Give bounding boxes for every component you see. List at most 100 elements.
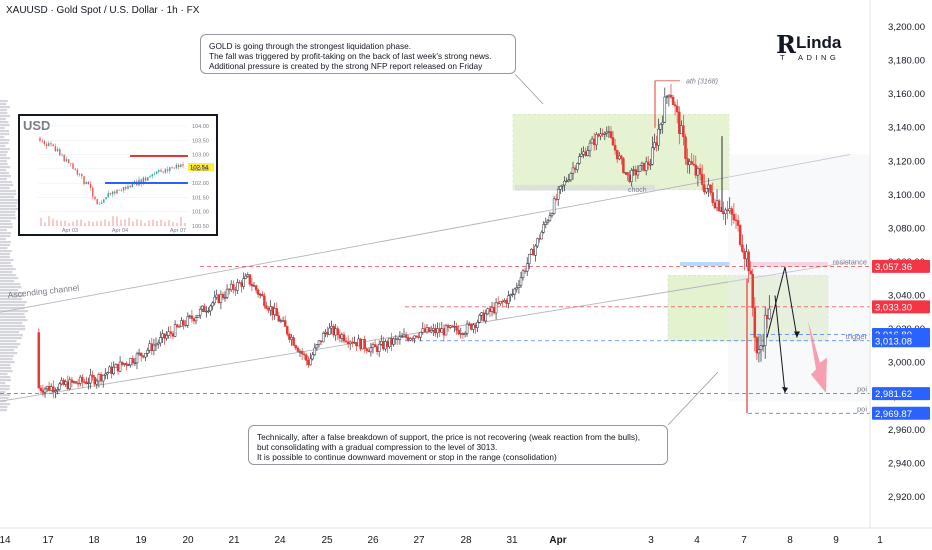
candle-body [300, 351, 304, 355]
candle-body [538, 238, 541, 240]
inset-volume-bar [116, 216, 118, 226]
arrow-head-2 [782, 386, 788, 393]
candle-body [413, 335, 416, 339]
inset-y-tick: 104.00 [192, 124, 209, 130]
choch-label: choch [628, 187, 647, 194]
candle-body [747, 251, 750, 272]
candle-body [384, 341, 387, 350]
candle-body [54, 390, 57, 392]
candle-body [615, 150, 619, 160]
candle-body [571, 167, 575, 174]
candle-body [453, 326, 456, 328]
volume-profile-bar [0, 361, 15, 364]
volume-profile-bar [0, 193, 17, 196]
candle-body [116, 363, 120, 372]
volume-profile-bar [0, 175, 11, 178]
candle-body [377, 343, 381, 352]
inset-candle-body [175, 165, 178, 169]
x-tick-label: 21 [228, 535, 240, 546]
inset-candle-body [122, 187, 125, 191]
consolidation-zone [667, 275, 829, 342]
candle-body [93, 376, 96, 385]
volume-profile-bar [0, 244, 10, 247]
price-label-bg [872, 259, 930, 273]
inset-candle-body [103, 199, 105, 203]
volume-profile-bar [0, 280, 15, 283]
candle-body [630, 169, 633, 182]
candle-body [68, 379, 72, 390]
volume-profile-bar [0, 367, 12, 370]
candle-body [60, 379, 63, 385]
inset-volume-bar [52, 218, 54, 226]
candle-body [394, 338, 398, 340]
x-tick-label: 9 [833, 535, 839, 546]
candle-body [482, 312, 485, 322]
inset-volume-bar [184, 223, 186, 226]
inset-candle-body [155, 171, 158, 174]
price-label-bg [872, 334, 930, 348]
candle-body [573, 167, 577, 170]
candle-body [517, 284, 521, 288]
volume-profile-bar [0, 319, 28, 322]
candle-body [404, 334, 408, 338]
candle-body [106, 372, 109, 375]
zones [512, 113, 829, 342]
candle-body [651, 147, 654, 165]
candle-body [317, 340, 321, 345]
candle-body [503, 300, 506, 303]
volume-profile-bar [0, 409, 8, 412]
candle-body [640, 162, 644, 166]
inset-candle-body [52, 144, 54, 147]
y-tick-label: 3,100.00 [888, 190, 925, 201]
candle-body [603, 132, 607, 135]
candle-body [328, 327, 331, 335]
inset-candle-body [111, 191, 114, 195]
candle-body [657, 128, 660, 146]
inset-candle-body [70, 163, 72, 164]
candle-body [127, 364, 130, 366]
candle-body [123, 363, 126, 365]
candle-body [213, 296, 216, 304]
candle-body [578, 156, 581, 164]
volume-profile-bar [0, 274, 17, 277]
candle-body [324, 331, 327, 334]
callout-top-pointer [514, 73, 544, 105]
volume-profile-bar [0, 349, 15, 352]
volume-profile-bar [0, 211, 16, 214]
volume-profile-bar [0, 328, 26, 331]
candle-body [561, 184, 564, 187]
volume-profile-bar [0, 133, 10, 136]
callout-bottom: Technically, after a false breakdown of … [248, 425, 668, 465]
candle-body [365, 348, 369, 351]
candle-body [133, 362, 137, 364]
y-tick-label: 3,200.00 [888, 22, 925, 33]
level-name: resistance [833, 257, 867, 266]
volume-profile-bar [0, 199, 20, 202]
volume-profile-bar [0, 334, 23, 337]
candle-body [705, 188, 708, 193]
volume-profile-bar [0, 265, 13, 268]
candle-body [114, 363, 118, 368]
candle-body [757, 349, 761, 354]
price-label-bg [872, 300, 930, 314]
level-lines [0, 266, 870, 414]
projection-arrows [655, 80, 827, 393]
volume-profile-bar [0, 121, 9, 124]
candle-body [470, 323, 473, 330]
candle-body [663, 96, 667, 123]
volume-profile-bar [0, 343, 21, 346]
candle-body [144, 352, 147, 358]
candle-body [659, 123, 662, 130]
candle-body [636, 171, 640, 176]
x-tick-label: 14 [0, 535, 11, 546]
projection-path-1 [766, 266, 798, 338]
inset-y-tick: 100.50 [192, 224, 209, 230]
candle-body [667, 94, 671, 98]
volume-profile-bar [0, 226, 13, 229]
candle-body [765, 314, 769, 320]
inset-volume-bar [148, 220, 150, 226]
x-tick-label: 25 [321, 535, 333, 546]
candle-body [599, 133, 602, 137]
candle-body [480, 312, 483, 316]
